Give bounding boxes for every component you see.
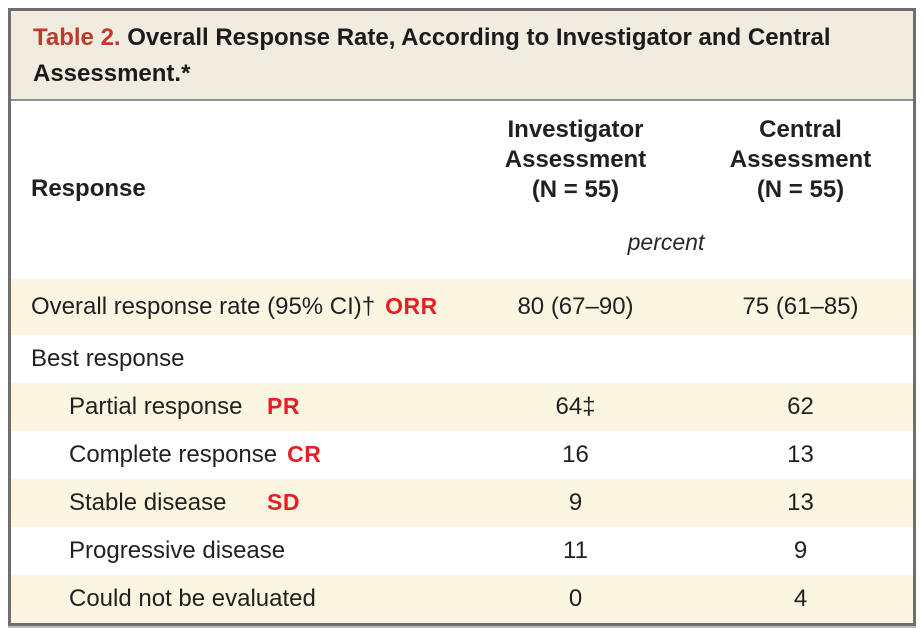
value-central: 13: [787, 489, 814, 516]
table-title-band: Table 2. Overall Response Rate, Accordin…: [11, 11, 913, 101]
value-central: 62: [787, 393, 814, 420]
value-central: 13: [787, 441, 814, 468]
row-label: Could not be evaluated: [69, 585, 316, 612]
value-investigator: 64‡: [555, 393, 596, 420]
row-label: Best response: [31, 345, 185, 372]
annotation-pr: PR: [267, 393, 300, 419]
table-row-partial-response: Partial response PR 64‡ 62: [11, 383, 913, 431]
value-investigator: 9: [568, 489, 583, 516]
table-row-progressive-disease: Progressive disease 11 9: [11, 527, 913, 575]
row-label: Overall response rate (95% CI)†: [31, 293, 376, 320]
row-label: Progressive disease: [69, 537, 286, 564]
value-investigator: 0: [568, 585, 583, 612]
table-number-label: Table 2.: [33, 24, 121, 51]
column-header-central: Central Assessment (N = 55): [729, 116, 872, 203]
table-row-could-not-be-evaluated: Could not be evaluated 0 4: [11, 575, 913, 623]
table-title-text: Overall Response Rate, According to Inve…: [33, 24, 831, 87]
value-central: 9: [793, 537, 808, 564]
column-header-investigator: Investigator Assessment (N = 55): [504, 116, 647, 203]
value-central: 75 (61–85): [742, 293, 859, 320]
response-column-header: Response: [31, 175, 146, 202]
column-header-row: Response Investigator Assessment (N = 55…: [11, 101, 913, 205]
table-row-overall-response-rate: Overall response rate (95% CI)† ORR 80 (6…: [11, 279, 913, 335]
table-card: Table 2. Overall Response Rate, Accordin…: [8, 8, 916, 626]
value-investigator: 80 (67–90): [517, 293, 634, 320]
table-row-stable-disease: Stable disease SD 9 13: [11, 479, 913, 527]
table-row-complete-response: Complete response CR 16 13: [11, 431, 913, 479]
unit-label: percent: [627, 228, 705, 255]
value-investigator: 16: [562, 441, 589, 468]
unit-cell: percent: [441, 229, 891, 256]
row-label: Stable disease: [69, 489, 227, 516]
annotation-cr: CR: [287, 441, 322, 467]
annotation-orr: ORR: [385, 293, 438, 319]
annotation-sd: SD: [267, 489, 300, 515]
row-label: Complete response: [69, 441, 278, 468]
value-investigator: 11: [563, 537, 588, 564]
table-title: Table 2. Overall Response Rate, Accordin…: [33, 20, 889, 92]
value-central: 4: [793, 585, 808, 612]
row-label: Partial response: [69, 393, 243, 420]
table-row-best-response: Best response: [11, 335, 913, 383]
unit-row: percent: [11, 205, 913, 279]
